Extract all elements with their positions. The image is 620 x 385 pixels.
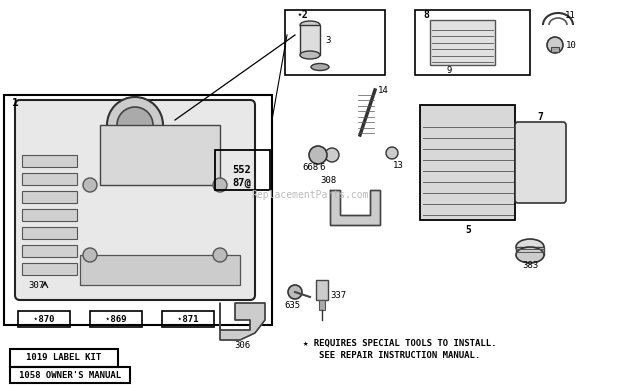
Polygon shape <box>330 190 380 225</box>
Text: 13: 13 <box>392 161 404 169</box>
Bar <box>319 300 325 310</box>
Bar <box>22 245 77 257</box>
Text: 3: 3 <box>325 35 330 45</box>
Text: 14: 14 <box>378 85 389 94</box>
Text: 307: 307 <box>28 281 44 290</box>
Text: 10: 10 <box>566 40 577 50</box>
Text: ⋆869: ⋆869 <box>105 315 126 323</box>
Bar <box>551 47 559 52</box>
Text: 6: 6 <box>319 162 325 171</box>
Text: ★ REQUIRES SPECIAL TOOLS TO INSTALL.: ★ REQUIRES SPECIAL TOOLS TO INSTALL. <box>303 338 497 348</box>
Ellipse shape <box>300 51 320 59</box>
Circle shape <box>107 97 163 153</box>
Bar <box>22 209 77 221</box>
Bar <box>162 311 214 327</box>
Bar <box>90 311 142 327</box>
Text: 7: 7 <box>537 112 543 122</box>
Text: 11: 11 <box>565 10 576 20</box>
Text: SEE REPAIR INSTRUCTION MANUAL.: SEE REPAIR INSTRUCTION MANUAL. <box>319 350 480 360</box>
FancyBboxPatch shape <box>15 100 255 300</box>
Circle shape <box>547 37 563 53</box>
Circle shape <box>213 178 227 192</box>
Bar <box>430 20 495 65</box>
Text: 668: 668 <box>302 162 318 171</box>
Text: 308: 308 <box>320 176 336 184</box>
Bar <box>415 10 530 75</box>
Circle shape <box>386 147 398 159</box>
Text: 306: 306 <box>234 340 250 350</box>
Circle shape <box>117 107 153 143</box>
Ellipse shape <box>516 247 544 263</box>
Circle shape <box>325 148 339 162</box>
Bar <box>316 280 328 300</box>
Bar <box>100 125 220 185</box>
Bar <box>22 263 77 275</box>
Circle shape <box>83 178 97 192</box>
Bar <box>22 227 77 239</box>
Text: 9: 9 <box>447 65 453 75</box>
Text: 337: 337 <box>330 291 346 300</box>
Bar <box>215 150 270 190</box>
Circle shape <box>213 248 227 262</box>
Text: 8: 8 <box>423 10 429 20</box>
Ellipse shape <box>288 285 302 299</box>
Circle shape <box>309 146 327 164</box>
Bar <box>4 95 272 325</box>
Bar <box>80 255 240 285</box>
Bar <box>22 155 77 167</box>
Circle shape <box>83 248 97 262</box>
Text: 1058 OWNER'S MANUAL: 1058 OWNER'S MANUAL <box>19 370 121 380</box>
Text: ⋆870: ⋆870 <box>33 315 55 323</box>
Text: 552: 552 <box>232 165 251 175</box>
Bar <box>285 10 385 75</box>
Bar <box>300 25 320 55</box>
Text: 383: 383 <box>522 261 538 270</box>
FancyBboxPatch shape <box>515 122 566 203</box>
Text: ⋆2: ⋆2 <box>297 10 309 20</box>
Ellipse shape <box>516 239 544 255</box>
Polygon shape <box>220 303 265 340</box>
Bar <box>420 105 515 220</box>
Bar <box>10 349 118 367</box>
Text: 635: 635 <box>284 301 300 310</box>
Text: 5: 5 <box>465 225 471 235</box>
Ellipse shape <box>300 21 320 29</box>
Text: ReplacementParts.com: ReplacementParts.com <box>251 190 369 200</box>
Bar <box>18 311 70 327</box>
Bar <box>10 367 130 383</box>
Bar <box>22 191 77 203</box>
Ellipse shape <box>311 64 329 70</box>
Text: 1019 LABEL KIT: 1019 LABEL KIT <box>27 353 102 363</box>
Text: ⋆871: ⋆871 <box>177 315 199 323</box>
Bar <box>22 173 77 185</box>
Text: 1: 1 <box>12 98 19 108</box>
Text: 87@: 87@ <box>232 178 251 188</box>
Bar <box>516 247 544 255</box>
